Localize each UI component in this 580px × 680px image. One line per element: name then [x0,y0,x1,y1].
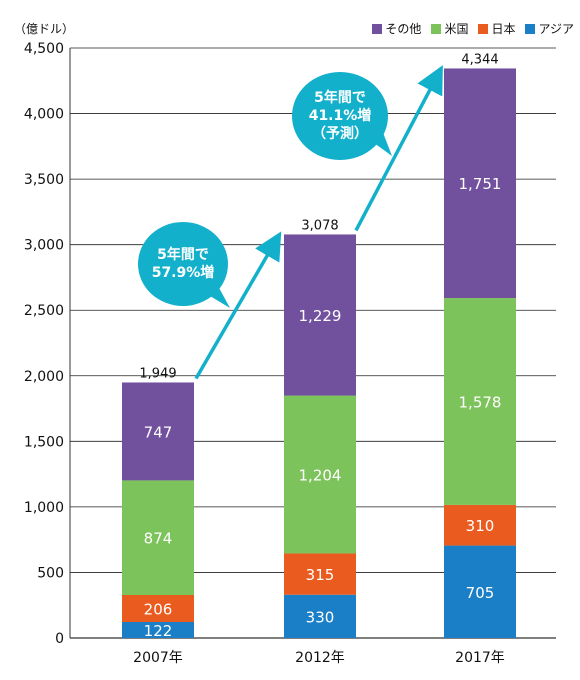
bar-value-label: 310 [466,517,495,535]
legend-item-asia: アジア [525,20,574,37]
y-tick-label: 2,500 [24,303,64,319]
legend-item-other: その他 [372,20,421,37]
callout-line: 5年間で [314,90,366,106]
x-tick-label: 2017年 [455,650,505,666]
bar-total-label: 1,949 [139,366,176,381]
growth-callout-2012-2017: 5年間で 41.1%増 （予測） [292,72,388,160]
bar-value-label: 747 [144,423,173,441]
bar-segment [444,68,516,299]
callout-line: 57.9%増 [151,265,215,281]
bar-segment [444,298,516,505]
callout-line: 5年間で [157,247,209,263]
bar-value-label: 122 [144,622,173,640]
legend-item-usa: 米国 [431,20,468,37]
y-tick-label: 3,500 [24,172,64,188]
y-axis-unit-label: （億ドル） [14,22,75,36]
legend-label-japan: 日本 [491,22,516,36]
legend-label-usa: 米国 [444,22,469,36]
bar-segment [284,594,356,638]
bar-segment [284,234,356,396]
growth-arrow [194,231,282,380]
x-tick-label: 2007年 [133,650,183,666]
x-tick-label: 2012年 [295,650,345,666]
bar-value-label: 315 [306,566,335,584]
bar-segment [122,622,194,638]
callout-line: （予測） [312,126,368,142]
chart-legend: その他 米国 日本 アジア [372,20,574,37]
bar-segment [122,480,194,595]
bar-value-label: 330 [306,608,335,626]
y-tick-label: 0 [55,631,64,647]
legend-item-japan: 日本 [478,20,515,37]
bar-segment [444,504,516,546]
y-tick-label: 4,500 [24,41,64,57]
bar-segment [284,395,356,554]
bar-segment [444,545,516,638]
bar-value-label: 1,578 [459,393,502,411]
legend-swatch-other [372,23,383,34]
bar-value-label: 1,751 [459,175,502,193]
legend-label-asia: アジア [538,22,574,36]
bar-segment [284,553,356,595]
legend-swatch-japan [478,23,489,34]
legend-label-other: その他 [385,22,422,36]
bar-segment [122,382,194,481]
legend-swatch-asia [525,23,536,34]
y-tick-label: 500 [37,565,64,581]
y-tick-label: 3,000 [24,238,64,254]
y-tick-label: 1,500 [24,434,64,450]
bar-value-label: 1,229 [299,307,342,325]
growth-callout-2007-2012: 5年間で 57.9%増 [138,222,228,306]
bar-value-label: 206 [144,601,173,619]
bar-total-label: 4,344 [461,52,498,67]
y-tick-label: 1,000 [24,500,64,516]
y-tick-label: 4,000 [24,107,64,123]
legend-swatch-usa [431,23,442,34]
callout-line: 41.1%増 [308,108,372,124]
growth-arrow [354,65,443,232]
bar-value-label: 1,204 [299,467,342,485]
bar-segment [122,594,194,623]
y-tick-label: 2,000 [24,369,64,385]
bar-value-label: 705 [466,584,495,602]
bar-total-label: 3,078 [301,218,338,233]
bar-value-label: 874 [144,530,173,548]
